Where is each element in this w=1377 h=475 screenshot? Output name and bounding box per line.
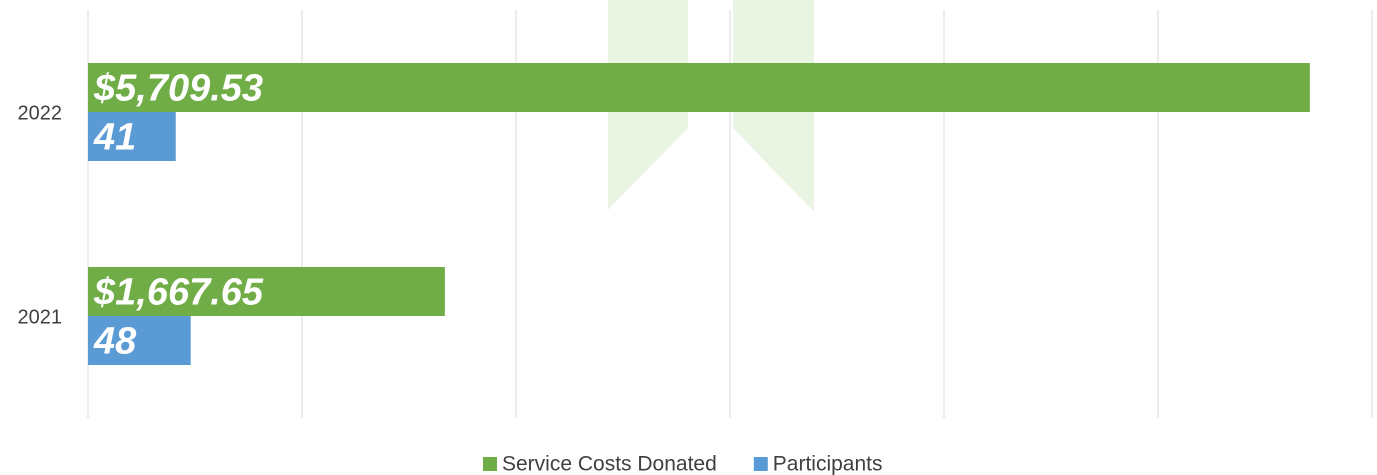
bar-value-label: 48 bbox=[93, 321, 137, 363]
y-tick-label: 2021 bbox=[18, 306, 63, 328]
legend-swatch bbox=[483, 457, 497, 471]
bar bbox=[88, 112, 176, 161]
bar-value-label: 41 bbox=[93, 117, 136, 159]
bar bbox=[88, 63, 1310, 112]
bar bbox=[88, 267, 445, 316]
bar bbox=[88, 316, 191, 365]
bar-value-label: $1,667.65 bbox=[93, 272, 264, 314]
bar-value-label: $5,709.53 bbox=[93, 68, 263, 110]
y-tick-label: 2022 bbox=[18, 102, 63, 124]
legend-swatch bbox=[753, 457, 768, 471]
legend-label: Participants bbox=[773, 453, 883, 475]
legend-label: Service Costs Donated bbox=[502, 453, 717, 475]
